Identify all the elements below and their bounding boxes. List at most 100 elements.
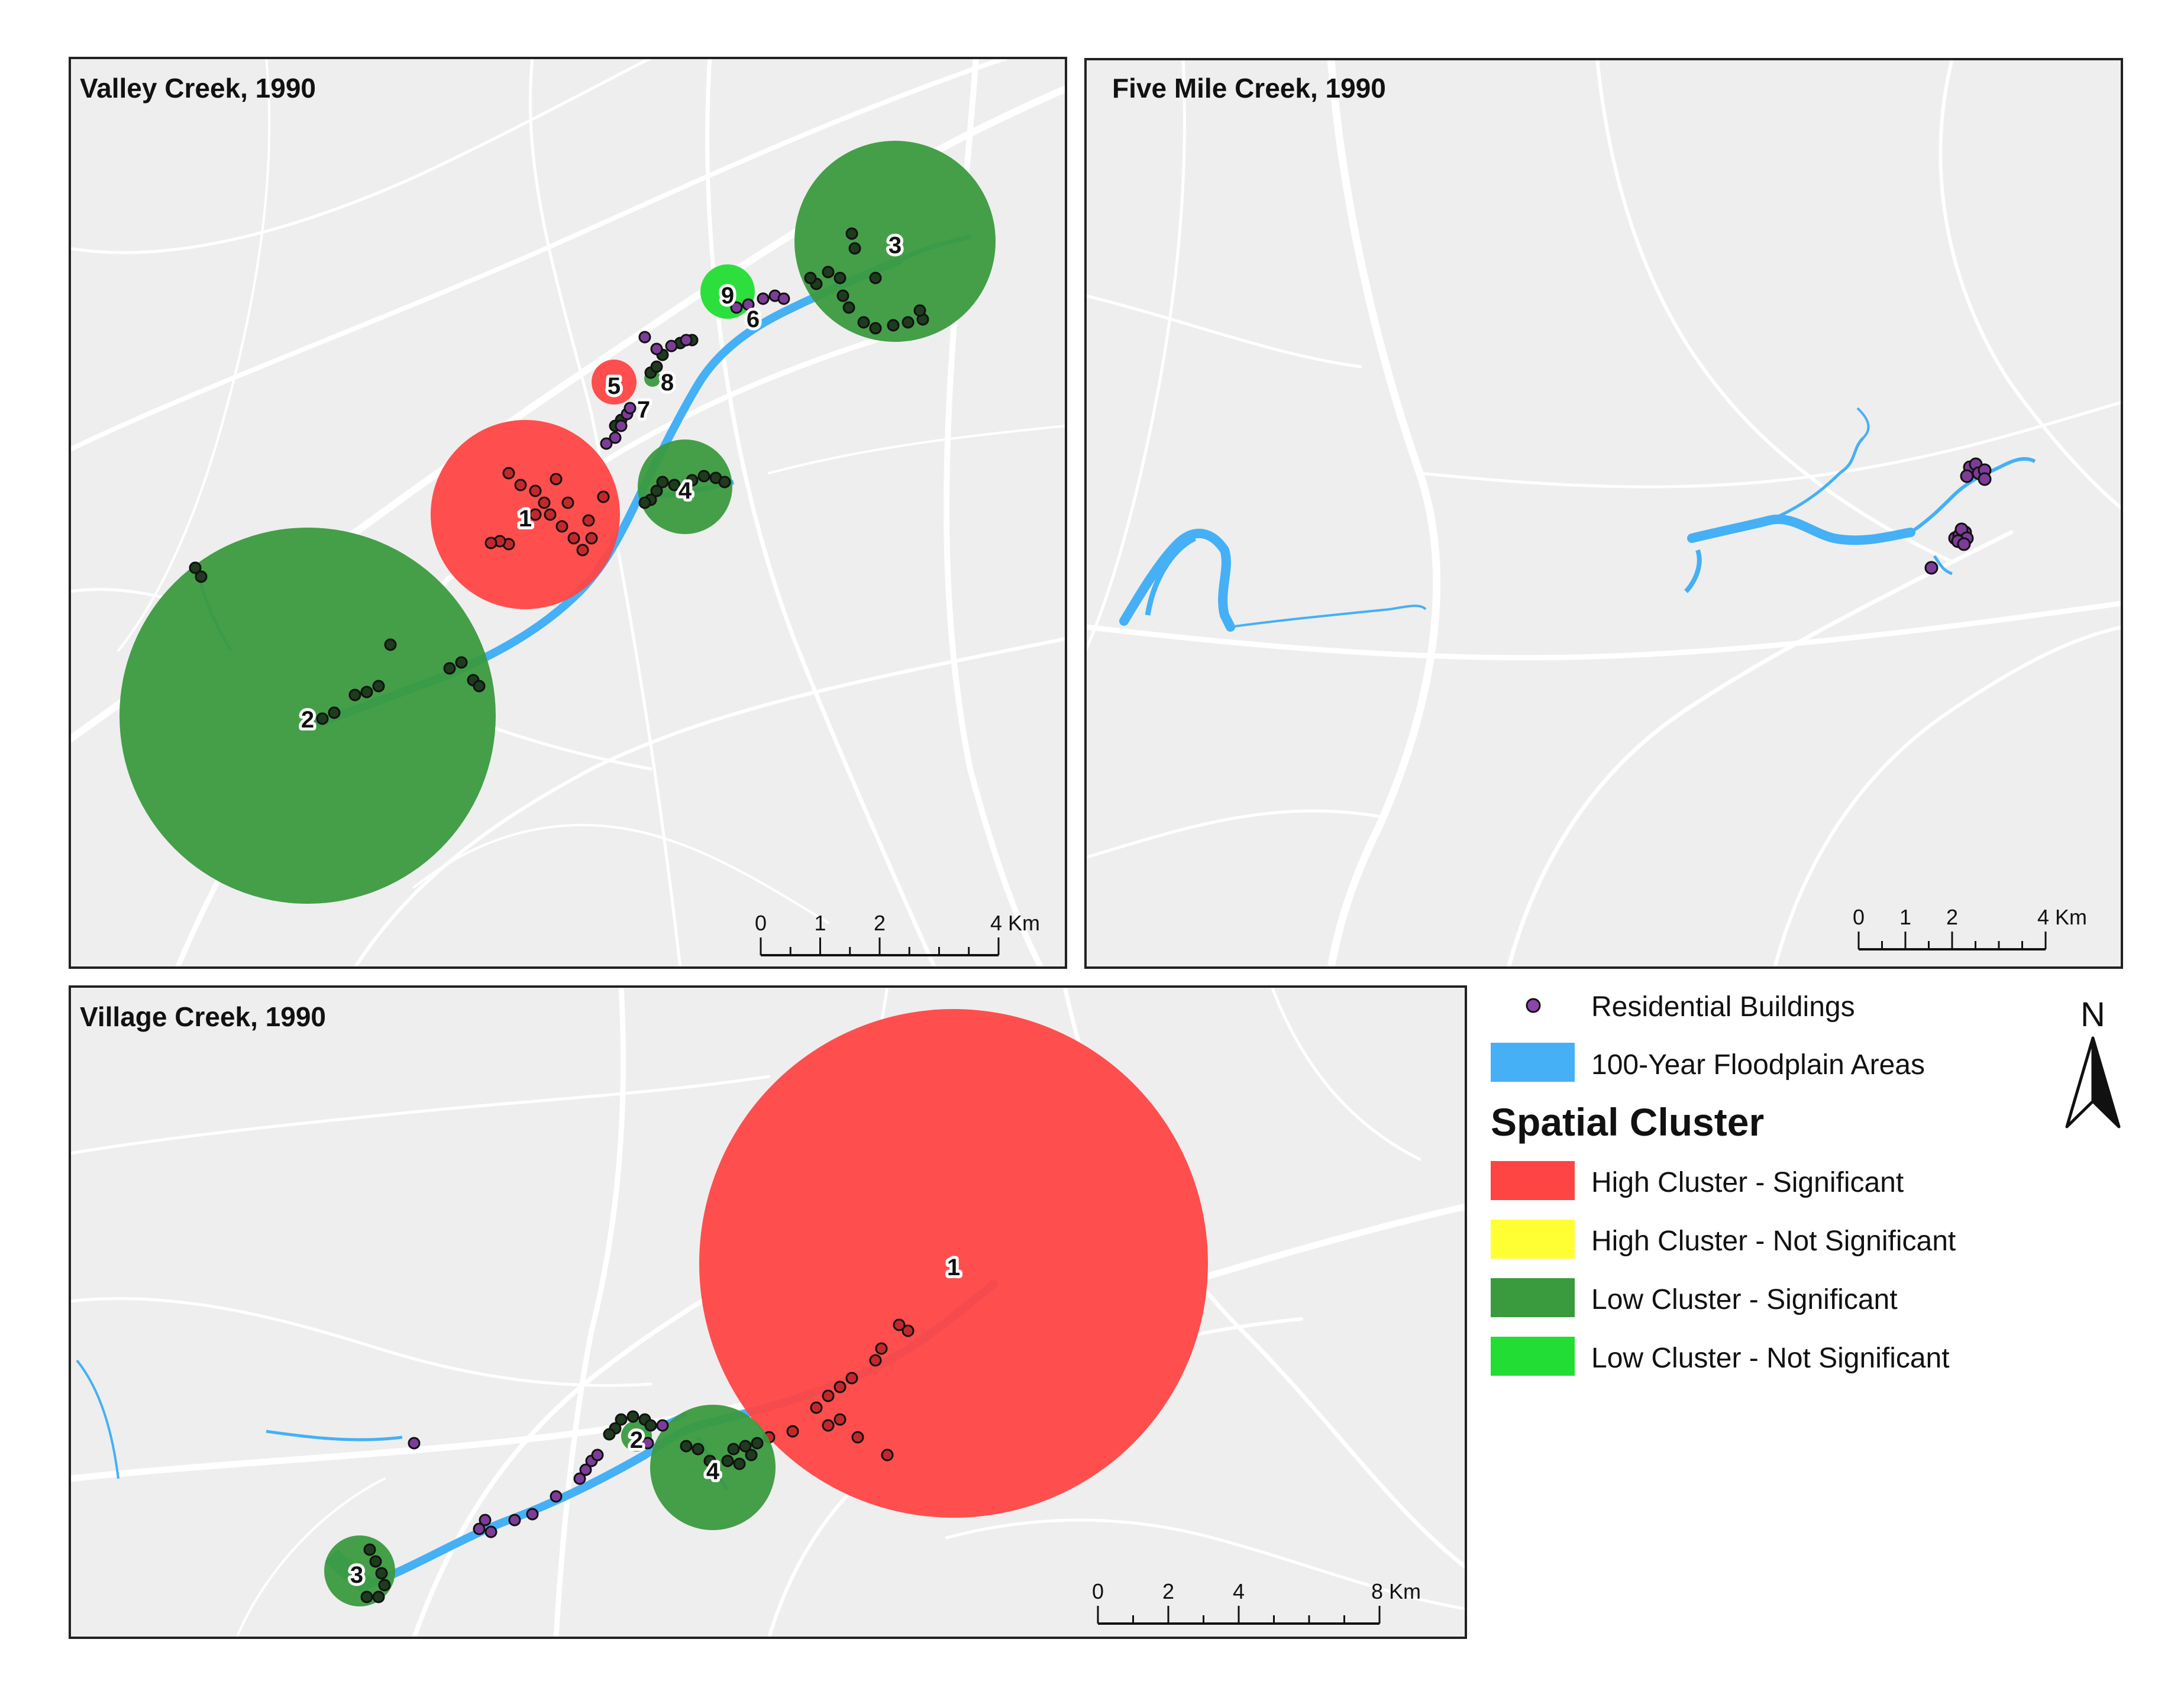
map-panel-village-creek: 1 2 3 4 Village Creek, 1990 0 2 4 8 Km <box>69 985 1467 1639</box>
legend-cluster-swatch <box>1491 1337 1575 1376</box>
north-arrow-label: N <box>2080 995 2105 1034</box>
residential-building-point <box>842 301 855 314</box>
residential-building-point <box>733 1457 746 1470</box>
residential-building-point <box>603 1428 616 1441</box>
residential-building-point <box>893 1318 906 1331</box>
residential-building-point <box>623 402 637 415</box>
residential-building-point <box>833 271 847 284</box>
residential-building-point <box>804 271 817 284</box>
clusters-valley-creek <box>119 141 996 904</box>
scale-bar-label: 1 <box>814 911 826 935</box>
residential-building-point <box>526 1508 539 1521</box>
legend-floodplain-label: 100-Year Floodplain Areas <box>1591 1049 1925 1081</box>
residential-building-point <box>615 419 628 432</box>
cluster-label: 2 <box>630 1427 643 1453</box>
cluster-circle <box>119 528 496 904</box>
residential-building-point <box>372 1590 385 1603</box>
north-arrow-right-half <box>2091 1036 2121 1129</box>
scale-bar-label: 2 <box>1162 1579 1174 1603</box>
residential-building-point <box>479 1514 492 1527</box>
residential-building-point <box>508 1514 521 1527</box>
residential-building-point <box>360 686 373 699</box>
residential-building-point <box>836 289 849 302</box>
map-panel-five-mile-creek: Five Mile Creek, 1990 0 1 2 4 Km <box>1084 58 2123 969</box>
legend: Residential Buildings 100-Year Floodplai… <box>1491 991 1956 1376</box>
residential-building-point <box>1960 469 1974 483</box>
residential-building-point <box>529 484 542 497</box>
base-map <box>1085 59 2122 968</box>
residential-building-point <box>576 544 589 557</box>
residential-building-point <box>372 680 385 693</box>
residential-building-point <box>573 1472 586 1485</box>
residential-building-point <box>833 1380 847 1393</box>
cluster-circle <box>431 420 620 609</box>
residential-building-point <box>567 532 580 545</box>
residential-building-point <box>384 638 397 651</box>
residential-building-point <box>641 1437 654 1450</box>
residential-building-point <box>680 1440 693 1453</box>
residential-building-point <box>810 1401 823 1414</box>
cluster-label: 1 <box>519 506 532 532</box>
residential-building-point <box>650 342 663 355</box>
residential-building-point <box>656 1419 669 1432</box>
scale-bar-label: 0 <box>1853 905 1865 929</box>
legend-heading: Spatial Cluster <box>1491 1100 1764 1144</box>
residential-building-point <box>502 467 515 480</box>
cluster-label: 2 <box>301 707 314 733</box>
residential-building-point <box>739 1440 752 1453</box>
residential-building-point <box>902 1324 915 1337</box>
residential-building-point <box>375 1567 388 1580</box>
legend-cluster-swatch <box>1491 1220 1575 1259</box>
scale-bar-label: 4 Km <box>2037 905 2087 929</box>
residential-building-point <box>680 334 693 347</box>
residential-building-point <box>650 360 663 373</box>
residential-building-point <box>857 316 870 329</box>
floodplain-swatch <box>1491 1043 1575 1082</box>
residential-building-point <box>473 1522 486 1535</box>
residential-building-point <box>665 340 678 353</box>
residential-building-point <box>1924 561 1939 575</box>
legend-residential-label: Residential Buildings <box>1591 991 1855 1023</box>
residential-building-point <box>727 1443 740 1456</box>
cluster-label: 8 <box>661 370 674 396</box>
map-title: Five Mile Creek, 1990 <box>1112 73 1386 104</box>
residential-building-point <box>1978 472 1992 486</box>
residential-building-point <box>195 570 208 583</box>
legend-cluster-label: High Cluster - Not Significant <box>1591 1226 1956 1257</box>
legend-cluster-label: Low Cluster - Significant <box>1591 1284 1898 1315</box>
residential-building-point <box>615 1413 628 1426</box>
cluster-label: 7 <box>637 397 650 423</box>
residential-building-point <box>363 1543 376 1556</box>
residential-building-point <box>328 706 341 719</box>
cluster-label: 4 <box>706 1459 720 1485</box>
residential-building-point <box>845 227 858 240</box>
cluster-circle <box>592 360 637 405</box>
cluster-label: 1 <box>947 1254 960 1281</box>
legend-cluster-swatch <box>1491 1278 1575 1317</box>
map-frame <box>69 985 1467 1639</box>
residential-building-point <box>189 561 202 574</box>
residential-buildings <box>1924 457 1992 575</box>
cluster-label: 4 <box>679 478 692 504</box>
residential-building-point <box>718 476 731 489</box>
residential-building-point <box>591 1448 604 1462</box>
residential-building-point <box>869 322 882 335</box>
residential-building-point <box>550 473 563 486</box>
cluster-label: 5 <box>608 373 621 399</box>
residential-building-point <box>529 508 542 521</box>
cluster-label: 9 <box>721 283 734 309</box>
residential-building-point <box>822 266 835 279</box>
map-title: Valley Creek, 1990 <box>80 73 316 104</box>
residential-building-point <box>561 496 574 509</box>
residential-building-point <box>786 1425 799 1438</box>
residential-building-point <box>638 496 651 509</box>
cluster-circle <box>638 439 732 534</box>
residential-building-point <box>514 478 527 492</box>
residential-building-point <box>473 680 486 693</box>
residential-building-point <box>742 298 755 311</box>
legend-cluster-items: High Cluster - Significant High Cluster -… <box>1491 1161 1956 1376</box>
map-frame <box>69 57 1067 969</box>
residential-building-point <box>668 478 681 492</box>
residential-buildings-swatch <box>1526 998 1541 1013</box>
residential-building-point <box>730 301 743 314</box>
